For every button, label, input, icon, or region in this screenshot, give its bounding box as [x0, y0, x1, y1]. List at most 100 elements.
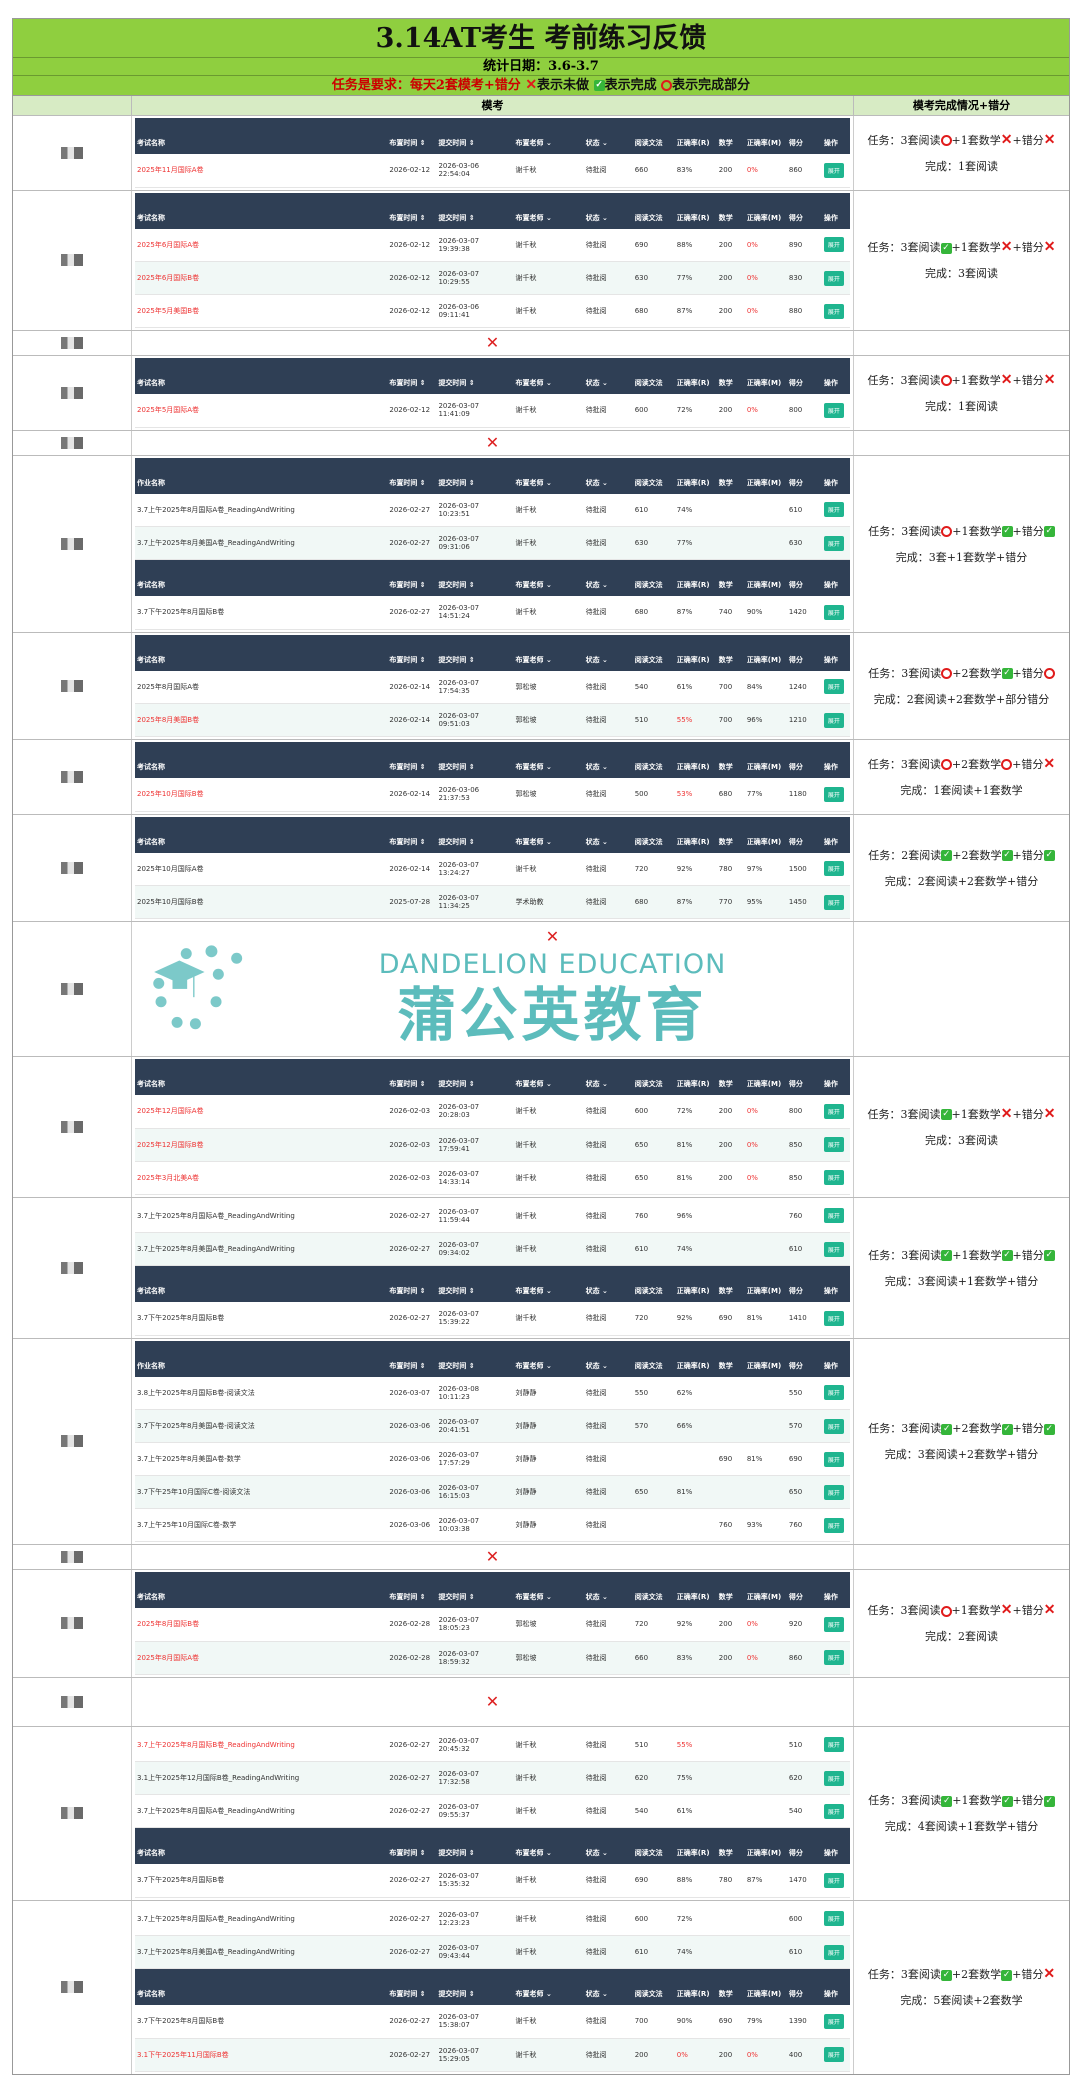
exam-name[interactable]: 3.7下午25年10月国际C卷-阅读文法 [135, 1475, 388, 1509]
exam-name[interactable]: 2025年10月国际B卷 [135, 778, 388, 812]
expand-button[interactable]: 展开 [823, 1737, 844, 1753]
expand-button[interactable]: 展开 [823, 535, 844, 551]
status-header[interactable]: 状态 ⌄ [583, 1340, 633, 1377]
exam-name[interactable]: 3.7上午2025年8月国际B卷_ReadingAndWriting [135, 1728, 388, 1762]
assign-header[interactable]: 布置时间 ⇕ [387, 1266, 437, 1302]
assign-header[interactable]: 布置时间 ⇕ [387, 816, 437, 853]
exam-name[interactable]: 2025年12月国际A卷 [135, 1095, 388, 1129]
assign-header[interactable]: 布置时间 ⇕ [387, 634, 437, 671]
status-header[interactable]: 状态 ⌄ [583, 118, 633, 154]
expand-button[interactable]: 展开 [823, 402, 844, 418]
expand-button[interactable]: 展开 [823, 1208, 844, 1224]
exam-name[interactable]: 2025年8月国际A卷 [135, 670, 388, 704]
expand-button[interactable]: 展开 [823, 303, 844, 319]
expand-button[interactable]: 展开 [823, 1911, 844, 1927]
submit-header[interactable]: 提交时间 ⇕ [436, 1340, 514, 1377]
exam-name[interactable]: 2025年6月国际B卷 [135, 261, 388, 295]
exam-name[interactable]: 3.7上午2025年8月美国A卷-数学 [135, 1442, 388, 1476]
expand-button[interactable]: 展开 [823, 1310, 844, 1326]
expand-button[interactable]: 展开 [823, 786, 844, 802]
expand-button[interactable]: 展开 [823, 1137, 844, 1152]
expand-button[interactable]: 展开 [823, 861, 844, 877]
exam-name[interactable]: 3.7上午2025年8月美国A卷_ReadingAndWriting [135, 1935, 388, 1969]
expand-button[interactable]: 展开 [823, 2047, 844, 2062]
exam-name[interactable]: 3.7下午2025年8月美国A卷-阅读文法 [135, 1409, 388, 1443]
teacher-header[interactable]: 布置老师 ⌄ [513, 118, 584, 154]
exam-name[interactable]: 2025年11月国际A卷 [135, 154, 388, 188]
exam-name[interactable]: 3.7上午2025年8月国际A卷_ReadingAndWriting [135, 493, 388, 527]
expand-button[interactable]: 展开 [823, 1650, 844, 1665]
status-header[interactable]: 状态 ⌄ [583, 358, 633, 394]
status-header[interactable]: 状态 ⌄ [583, 1572, 633, 1608]
submit-header[interactable]: 提交时间 ⇕ [436, 457, 514, 494]
assign-header[interactable]: 布置时间 ⇕ [387, 560, 437, 596]
status-header[interactable]: 状态 ⌄ [583, 816, 633, 853]
expand-button[interactable]: 展开 [823, 1241, 844, 1257]
exam-name[interactable]: 3.7上午25年10月国际C卷-数学 [135, 1508, 388, 1542]
expand-button[interactable]: 展开 [823, 502, 844, 518]
status-header[interactable]: 状态 ⌄ [583, 560, 633, 596]
submit-header[interactable]: 提交时间 ⇕ [436, 1828, 514, 1864]
expand-button[interactable]: 展开 [823, 1616, 844, 1632]
expand-button[interactable]: 展开 [823, 270, 844, 286]
teacher-header[interactable]: 布置老师 ⌄ [513, 1266, 584, 1302]
expand-button[interactable]: 展开 [823, 1770, 844, 1786]
exam-name[interactable]: 3.7上午2025年8月国际A卷_ReadingAndWriting [135, 1794, 388, 1828]
assign-header[interactable]: 布置时间 ⇕ [387, 1828, 437, 1864]
submit-header[interactable]: 提交时间 ⇕ [436, 560, 514, 596]
exam-name[interactable]: 2025年8月国际A卷 [135, 1641, 388, 1675]
exam-name[interactable]: 2025年12月国际B卷 [135, 1128, 388, 1162]
teacher-header[interactable]: 布置老师 ⌄ [513, 816, 584, 853]
submit-header[interactable]: 提交时间 ⇕ [436, 118, 514, 154]
exam-name[interactable]: 3.7下午2025年8月国际B卷 [135, 1864, 388, 1898]
teacher-header[interactable]: 布置老师 ⌄ [513, 457, 584, 494]
exam-name[interactable]: 2025年10月国际A卷 [135, 852, 388, 886]
submit-header[interactable]: 提交时间 ⇕ [436, 816, 514, 853]
status-header[interactable]: 状态 ⌄ [583, 1969, 633, 2005]
status-header[interactable]: 状态 ⌄ [583, 1266, 633, 1302]
assign-header[interactable]: 布置时间 ⇕ [387, 1969, 437, 2005]
status-header[interactable]: 状态 ⌄ [583, 634, 633, 671]
submit-header[interactable]: 提交时间 ⇕ [436, 192, 514, 229]
expand-button[interactable]: 展开 [823, 1872, 844, 1888]
assign-header[interactable]: 布置时间 ⇕ [387, 118, 437, 154]
exam-name[interactable]: 2025年8月国际B卷 [135, 1608, 388, 1642]
expand-button[interactable]: 展开 [823, 162, 844, 178]
exam-name[interactable]: 3.8上午2025年8月国际B卷-阅读文法 [135, 1376, 388, 1410]
status-header[interactable]: 状态 ⌄ [583, 742, 633, 778]
teacher-header[interactable]: 布置老师 ⌄ [513, 1340, 584, 1377]
submit-header[interactable]: 提交时间 ⇕ [436, 742, 514, 778]
teacher-header[interactable]: 布置老师 ⌄ [513, 1828, 584, 1864]
expand-button[interactable]: 展开 [823, 604, 844, 620]
exam-name[interactable]: 2025年5月国际A卷 [135, 394, 388, 428]
expand-button[interactable]: 展开 [823, 237, 844, 253]
teacher-header[interactable]: 布置老师 ⌄ [513, 358, 584, 394]
assign-header[interactable]: 布置时间 ⇕ [387, 457, 437, 494]
assign-header[interactable]: 布置时间 ⇕ [387, 358, 437, 394]
submit-header[interactable]: 提交时间 ⇕ [436, 1266, 514, 1302]
expand-button[interactable]: 展开 [823, 1484, 844, 1500]
expand-button[interactable]: 展开 [823, 1451, 844, 1467]
exam-name[interactable]: 3.7下午2025年8月国际B卷 [135, 1302, 388, 1336]
assign-header[interactable]: 布置时间 ⇕ [387, 742, 437, 778]
submit-header[interactable]: 提交时间 ⇕ [436, 358, 514, 394]
exam-name[interactable]: 2025年8月美国B卷 [135, 703, 388, 737]
exam-name[interactable]: 2025年3月北美A卷 [135, 1161, 388, 1195]
expand-button[interactable]: 展开 [823, 1803, 844, 1819]
expand-button[interactable]: 展开 [823, 679, 844, 695]
status-header[interactable]: 状态 ⌄ [583, 1059, 633, 1095]
submit-header[interactable]: 提交时间 ⇕ [436, 1059, 514, 1095]
exam-name[interactable]: 3.7下午2025年8月国际B卷 [135, 596, 388, 630]
status-header[interactable]: 状态 ⌄ [583, 457, 633, 494]
teacher-header[interactable]: 布置老师 ⌄ [513, 1059, 584, 1095]
exam-name[interactable]: 3.7上午2025年8月国际A卷_ReadingAndWriting [135, 1902, 388, 1936]
expand-button[interactable]: 展开 [823, 1517, 844, 1533]
exam-name[interactable]: 2025年10月国际B卷 [135, 885, 388, 919]
submit-header[interactable]: 提交时间 ⇕ [436, 1969, 514, 2005]
status-header[interactable]: 状态 ⌄ [583, 1828, 633, 1864]
teacher-header[interactable]: 布置老师 ⌄ [513, 634, 584, 671]
expand-button[interactable]: 展开 [823, 894, 844, 910]
exam-name[interactable]: 3.7上午2025年8月美国A卷_ReadingAndWriting [135, 1232, 388, 1266]
assign-header[interactable]: 布置时间 ⇕ [387, 1059, 437, 1095]
expand-button[interactable]: 展开 [823, 1170, 844, 1185]
